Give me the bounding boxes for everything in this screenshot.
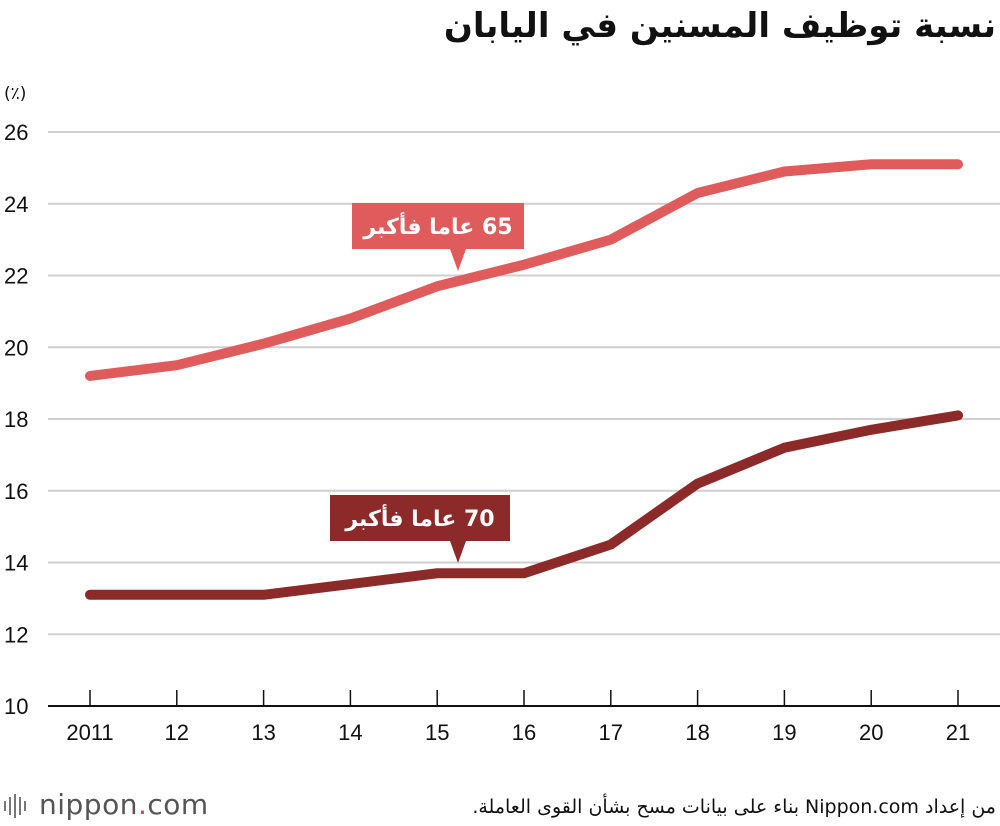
y-tick-label-22: 22	[4, 264, 28, 289]
legend-label-0: 65 عاما فأكبر	[362, 211, 512, 240]
logo-dot: .	[137, 788, 148, 821]
legend-label-1: 70 عاما فأكبر	[344, 503, 494, 532]
series-lines	[85, 159, 963, 600]
x-tick-label-15: 15	[425, 720, 449, 745]
y-tick-label-12: 12	[4, 622, 28, 647]
callout-pointer-0	[450, 249, 466, 271]
logo-bars-icon	[4, 788, 29, 821]
series-callouts: 65 عاما فأكبر 70 عاما فأكبر	[330, 203, 524, 563]
nippon-logo: nippon. com	[4, 788, 209, 821]
x-axis	[48, 690, 1000, 707]
x-tick-label-20: 20	[859, 720, 883, 745]
callout-box-0	[352, 203, 524, 249]
x-tick-label-21: 21	[946, 720, 970, 745]
callout-pointer-1	[450, 541, 466, 563]
series-line-1	[85, 410, 963, 600]
x-tick-label-14: 14	[338, 720, 362, 745]
y-tick-label-18: 18	[4, 407, 28, 432]
x-tick-labels: 2011 12 13 14 15 16 17 18 19 20 21	[66, 720, 970, 745]
logo-suffix: com	[147, 788, 209, 821]
logo-text: nippon	[39, 788, 138, 821]
y-tick-label-16: 16	[4, 479, 28, 504]
y-tick-label-26: 26	[4, 120, 28, 145]
x-tick-label-2011: 2011	[66, 720, 113, 745]
series-line-0	[85, 159, 963, 381]
y-tick-label-10: 10	[4, 694, 28, 719]
chart-title: نسبة توظيف المسنين في اليابان	[443, 6, 996, 46]
y-tick-label-20: 20	[4, 335, 28, 360]
y-tick-label-14: 14	[4, 551, 28, 576]
x-tick-label-17: 17	[599, 720, 623, 745]
callout-box-1	[330, 495, 510, 541]
x-tick-label-16: 16	[512, 720, 536, 745]
source-note: من إعداد Nippon.com بناء على بيانات مسح …	[472, 796, 996, 818]
x-tick-label-12: 12	[165, 720, 189, 745]
y-tick-labels: 10 12 14 16 18 20 22 24 26	[4, 120, 28, 719]
x-tick-label-13: 13	[251, 720, 275, 745]
y-tick-label-24: 24	[4, 192, 28, 217]
x-tick-label-19: 19	[772, 720, 796, 745]
y-axis-unit-label: (٪)	[4, 84, 27, 104]
x-tick-label-18: 18	[685, 720, 709, 745]
